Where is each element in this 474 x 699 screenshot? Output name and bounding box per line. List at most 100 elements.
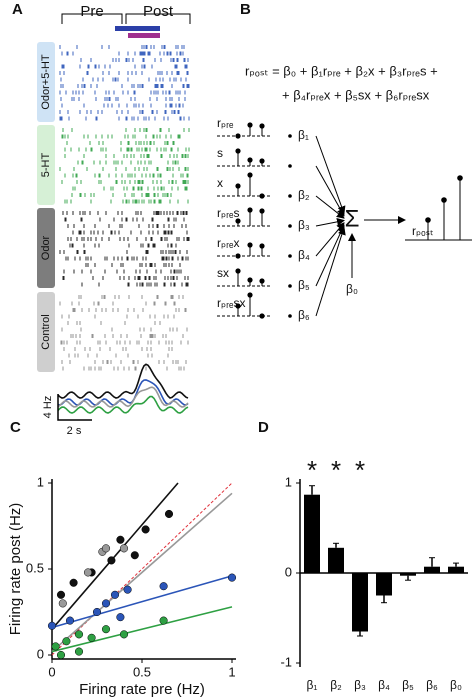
point — [116, 535, 125, 544]
x-tick-label: β₂ — [330, 678, 342, 692]
stem-head — [247, 122, 253, 128]
panel-letter: C — [10, 419, 21, 436]
rate-trace — [57, 395, 189, 414]
x-tick-label: β₁ — [307, 678, 318, 692]
stem-head — [425, 217, 431, 223]
odor-bar — [115, 26, 160, 31]
point — [227, 573, 237, 582]
raster-row — [85, 263, 181, 267]
raster-row — [61, 103, 184, 108]
stem-head — [247, 277, 253, 283]
x-tick-label: 0 — [48, 664, 55, 679]
pre-bracket — [61, 13, 123, 24]
raster-row — [62, 366, 185, 371]
raster-row — [72, 230, 188, 235]
y-tick-label: 0 — [285, 564, 292, 579]
raster-row — [59, 90, 186, 95]
point — [119, 544, 129, 553]
dot — [288, 134, 292, 138]
bar — [376, 573, 392, 596]
dot — [288, 284, 292, 288]
raster-row — [70, 334, 184, 338]
raster-row — [81, 282, 189, 287]
point — [159, 582, 168, 591]
point — [74, 647, 84, 656]
point — [87, 633, 96, 642]
beta-label: β₃ — [298, 218, 310, 232]
point — [123, 585, 132, 594]
ht-bar — [128, 33, 160, 38]
scale-x-label: 2 s — [67, 425, 82, 437]
point — [101, 544, 111, 553]
stem-head — [235, 218, 241, 224]
group-label: Control — [40, 314, 52, 349]
x-tick-label: 0.5 — [133, 664, 151, 679]
point — [164, 509, 174, 519]
input-label: s — [217, 146, 223, 160]
significance: * — [331, 455, 341, 485]
point — [56, 590, 66, 599]
bar — [304, 494, 320, 573]
point — [107, 556, 116, 565]
stem-head — [259, 193, 265, 199]
stem-head — [259, 278, 265, 284]
raster-row — [62, 211, 188, 215]
intercept-label: β₀ — [346, 282, 358, 296]
significance: * — [307, 455, 317, 485]
raster-row — [59, 250, 188, 254]
x-axis-label: Firing rate pre (Hz) — [79, 681, 205, 698]
raster-row — [59, 71, 189, 75]
point — [110, 590, 120, 599]
fit-line — [51, 492, 233, 653]
group-box — [37, 292, 55, 372]
raster-row — [60, 340, 189, 345]
fit-line — [51, 575, 233, 629]
input-label: x — [217, 176, 223, 190]
rate-trace — [57, 386, 189, 408]
unity-line — [51, 482, 233, 656]
panel-letter: A — [12, 1, 23, 18]
raster-row — [67, 224, 187, 228]
beta-label: β₁ — [298, 128, 309, 142]
bar — [448, 566, 464, 573]
point — [56, 650, 66, 660]
raster-row — [61, 64, 188, 69]
raster-row — [61, 180, 189, 184]
output-label: rₚₒₛₜ — [412, 224, 434, 238]
bar — [352, 573, 368, 632]
stem-head — [235, 148, 241, 154]
bar — [328, 547, 344, 573]
point — [159, 616, 168, 625]
raster-row — [65, 256, 189, 261]
raster-row — [60, 97, 186, 101]
bar — [424, 566, 440, 573]
x-tick-label: β₄ — [378, 678, 390, 692]
point — [65, 616, 75, 625]
raster-row — [66, 141, 175, 145]
dot — [288, 314, 292, 318]
stem-head — [457, 175, 463, 181]
y-tick-label: 0.5 — [26, 560, 44, 575]
x-tick-label: β₆ — [426, 678, 438, 692]
dot — [288, 164, 292, 168]
input-label: rₚᵣₑ — [217, 116, 234, 130]
input-label: sx — [217, 266, 229, 280]
dot — [288, 194, 292, 198]
point — [92, 607, 102, 617]
raster-row — [61, 327, 188, 332]
panel-letter: D — [258, 419, 269, 436]
raster-row — [64, 199, 189, 204]
stem-head — [247, 207, 253, 213]
rate-trace — [57, 363, 189, 399]
point — [83, 568, 93, 577]
input-label: rₚᵣₑx — [217, 236, 239, 250]
arrow — [315, 226, 346, 317]
y-axis-label: Firing rate post (Hz) — [7, 503, 24, 636]
dot — [288, 254, 292, 258]
post-label: Post — [143, 3, 174, 20]
stem-head — [259, 158, 265, 164]
raster-row — [67, 237, 190, 241]
raster-row — [59, 167, 189, 171]
raster-row — [61, 360, 187, 364]
